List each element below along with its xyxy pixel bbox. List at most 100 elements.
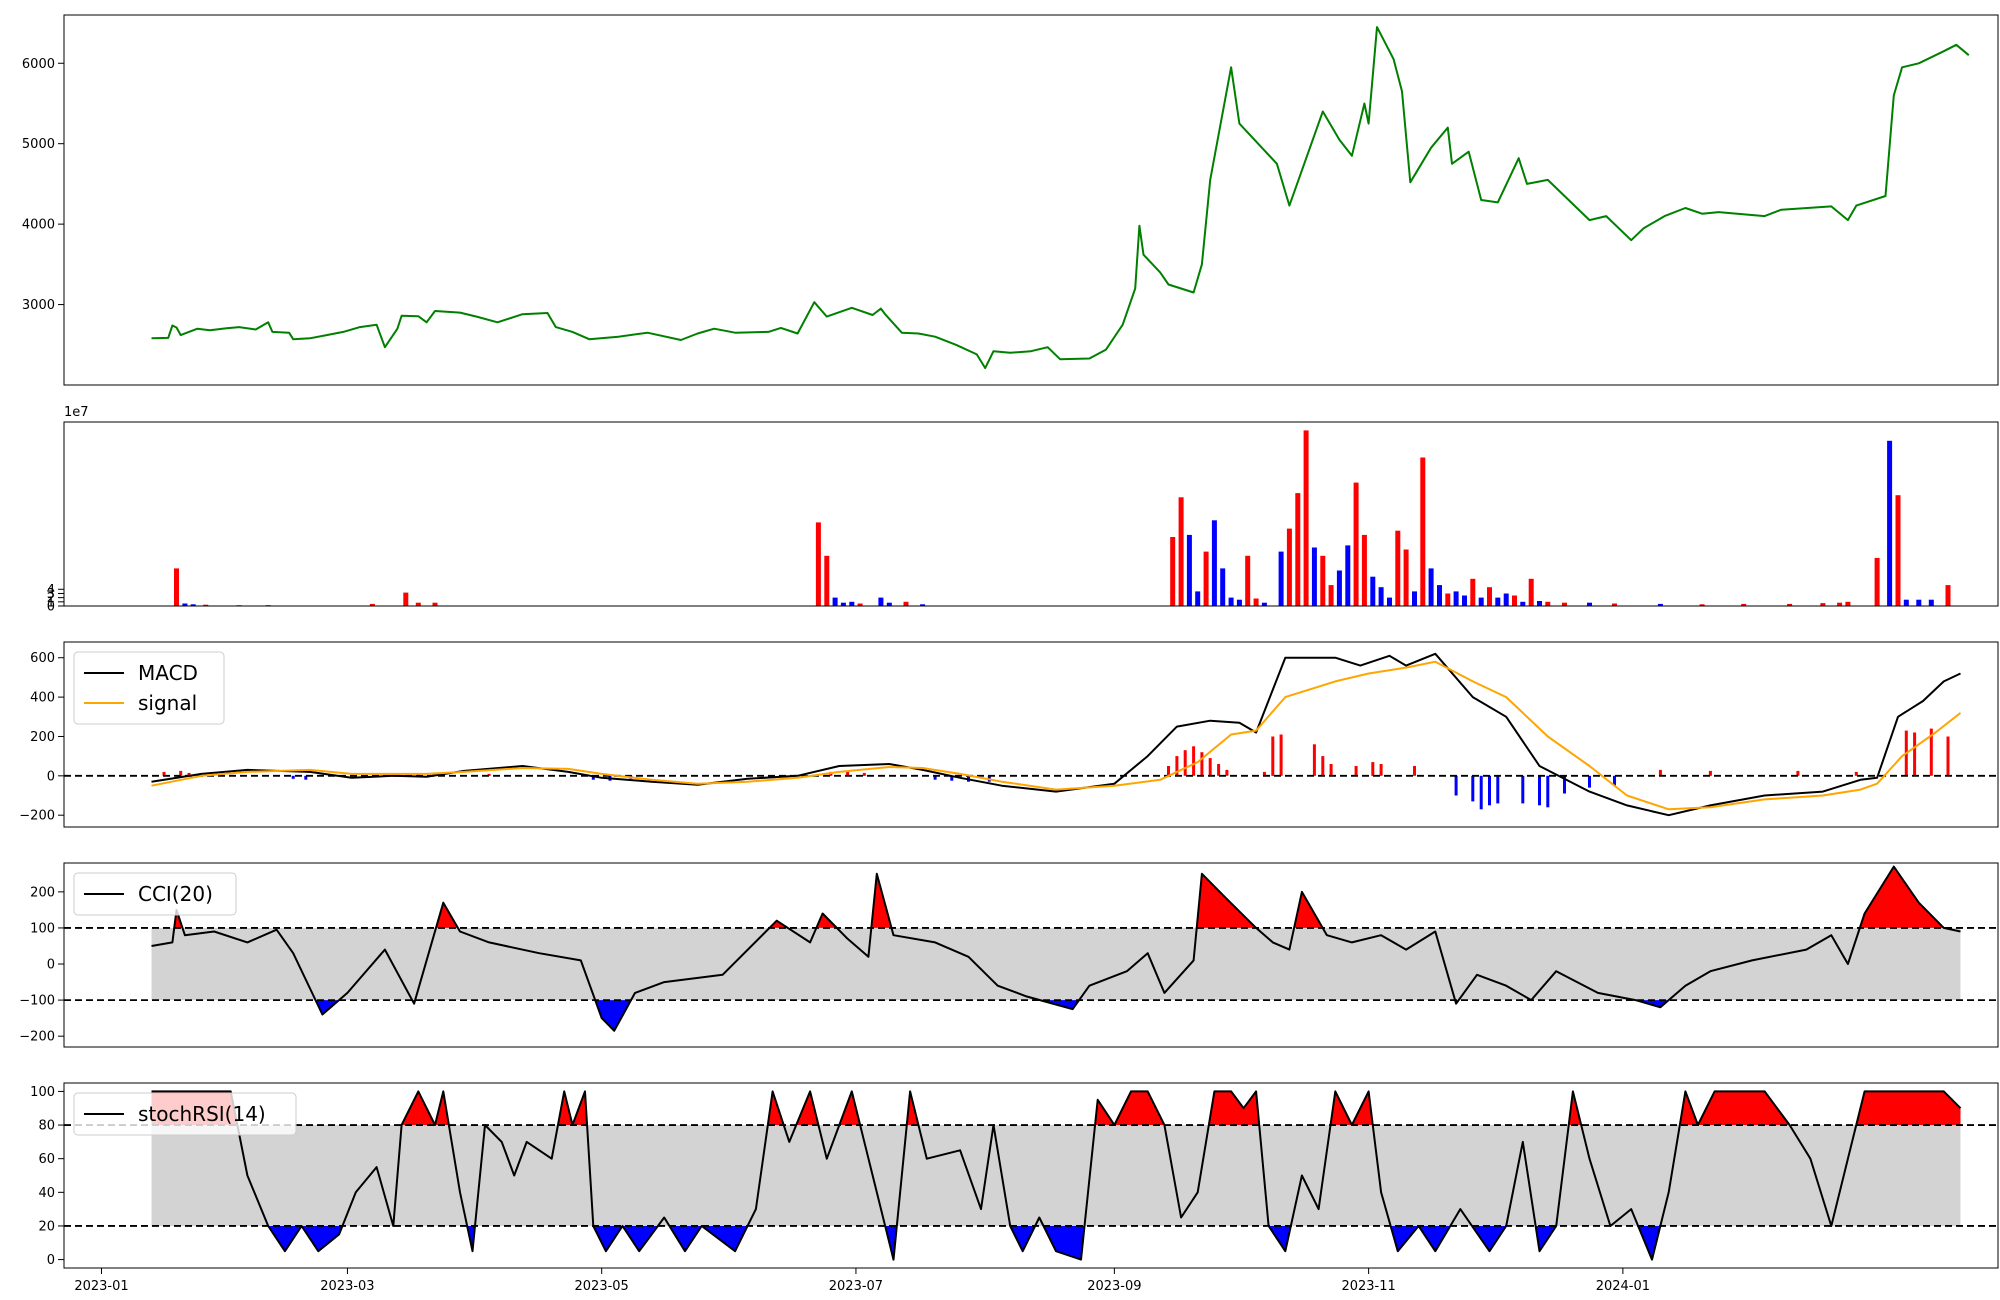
volume-bar	[1903, 599, 1909, 606]
macd-histogram-bar	[1563, 775, 1566, 794]
volume-bar	[174, 568, 179, 606]
macd-histogram-bar	[1262, 771, 1266, 776]
volume-bar	[1587, 602, 1592, 606]
volume-bar	[1278, 551, 1284, 606]
volume-bar	[1245, 555, 1251, 606]
price-panel: 3000 4000 5000 6000	[22, 14, 1999, 386]
macd-histogram-bar	[846, 770, 850, 776]
volume-bar	[1537, 601, 1542, 606]
stochrsi-ytick-label: 0	[47, 1253, 55, 1268]
volume-bar	[1462, 595, 1467, 606]
stochrsi-ytick-label: 100	[30, 1085, 55, 1100]
volume-frame	[63, 421, 1999, 607]
cci-ytick-label: −100	[19, 994, 55, 1009]
macd-histogram-bar	[1521, 775, 1525, 804]
stochrsi-frame	[63, 1082, 1999, 1269]
macd-histogram-bar	[1708, 770, 1712, 776]
macd-histogram-bar	[162, 771, 166, 776]
macd-legend-box	[73, 651, 225, 725]
stochrsi-panel: 0 20 40 60 80 100 stochRSI(14) 2023-01 2023-03 20…	[30, 1082, 1999, 1294]
volume-ytick-label: 4	[47, 583, 55, 598]
stochrsi-oversold-fill	[701, 1226, 748, 1252]
macd-histogram-bar	[1479, 775, 1483, 810]
cci-ytick-label: 100	[30, 921, 55, 936]
volume-bar	[1545, 601, 1551, 606]
macd-histogram-bar	[1271, 736, 1275, 776]
volume-bar	[1403, 549, 1409, 606]
volume-bar	[1228, 597, 1234, 606]
macd-histogram-bar	[1658, 769, 1662, 776]
volume-bar	[1895, 495, 1901, 606]
volume-bar	[1512, 595, 1517, 606]
volume-bar	[903, 601, 909, 606]
macd-histogram-bar	[1854, 771, 1858, 776]
price-ytick-label: 4000	[22, 218, 55, 233]
volume-bar	[1470, 578, 1476, 606]
volume-bar	[1528, 578, 1534, 606]
x-tick-label: 2023-05	[575, 1279, 629, 1294]
stochrsi-legend-box	[73, 1092, 297, 1136]
volume-bar	[1437, 585, 1442, 606]
macd-histogram-bar	[1225, 769, 1229, 776]
volume-bar	[857, 603, 863, 606]
price-line	[151, 26, 1970, 370]
macd-histogram-bar	[1946, 736, 1950, 776]
volume-bar	[1741, 603, 1747, 606]
volume-bar	[1699, 604, 1705, 606]
stochrsi-overbought-fill	[1208, 1091, 1260, 1125]
volume-bar	[1845, 601, 1851, 606]
volume-bar	[832, 597, 838, 606]
macd-histogram-bar	[1167, 766, 1170, 776]
volume-bar	[1562, 602, 1567, 606]
stochrsi-overbought-fill	[1330, 1091, 1352, 1125]
volume-bar	[1495, 597, 1501, 606]
x-tick-label: 2024-01	[1596, 1279, 1650, 1294]
volume-ytick-label: 0	[47, 600, 55, 615]
macd-histogram-bar	[1379, 764, 1383, 776]
x-tick-label: 2023-07	[829, 1279, 883, 1294]
macd-ytick-label: 600	[30, 651, 55, 666]
macd-panel: −200 0 200 400 600 MACD signal	[19, 641, 1999, 828]
cci-panel: −200 −100 0 100 200 CCI(20)	[19, 862, 1999, 1048]
volume-bar	[1378, 587, 1384, 606]
stochrsi-oversold-fill	[669, 1226, 702, 1252]
volume-bar	[1874, 557, 1880, 606]
stochrsi-ytick-label: 80	[38, 1119, 55, 1134]
volume-bar	[1311, 547, 1317, 606]
macd-legend-label-signal: signal	[138, 691, 197, 715]
volume-bar	[1837, 602, 1843, 606]
stochrsi-overbought-fill	[435, 1091, 449, 1125]
macd-frame	[63, 641, 1999, 828]
stochrsi-oversold-fill	[622, 1226, 658, 1252]
volume-bar	[369, 603, 375, 606]
volume-bar	[1361, 534, 1367, 606]
volume-bar	[1395, 530, 1401, 606]
cci-ytick-label: 200	[30, 885, 55, 900]
volume-bar	[1387, 597, 1392, 606]
volume-bar	[1412, 591, 1417, 606]
macd-histogram-bar	[1208, 758, 1212, 776]
macd-histogram-bar	[1454, 775, 1458, 796]
volume-bar	[1370, 576, 1376, 606]
macd-histogram-bar	[1913, 732, 1917, 776]
volume-offset-label: 1e7	[64, 405, 89, 420]
volume-bar	[1657, 603, 1663, 606]
macd-histogram-bar	[1496, 775, 1500, 804]
cci-ytick-label: 0	[47, 958, 55, 973]
macd-histogram-bar	[1329, 764, 1333, 776]
volume-bar	[1612, 603, 1617, 606]
volume-bar	[1186, 534, 1192, 606]
volume-bar	[1345, 545, 1351, 606]
cci-ytick-label: −200	[19, 1030, 55, 1045]
volume-bar	[878, 597, 884, 606]
macd-histogram-bar	[1312, 744, 1316, 776]
macd-histogram-bar	[1796, 770, 1800, 776]
volume-bar	[824, 555, 830, 606]
volume-bar	[1487, 587, 1492, 606]
volume-bar	[1261, 602, 1267, 606]
macd-legend-label-macd: MACD	[138, 661, 198, 685]
macd-histogram-bar	[933, 775, 937, 780]
x-tick-label: 2023-01	[74, 1279, 128, 1294]
macd-ytick-label: 0	[47, 769, 55, 784]
